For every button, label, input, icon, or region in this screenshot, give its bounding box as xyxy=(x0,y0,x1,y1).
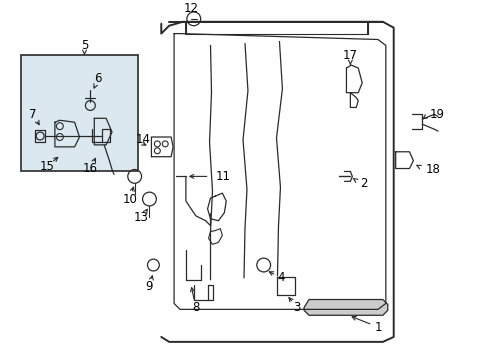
Text: 12: 12 xyxy=(183,3,198,15)
Text: 9: 9 xyxy=(145,280,153,293)
Text: 5: 5 xyxy=(81,39,88,52)
Text: 13: 13 xyxy=(134,211,149,224)
Text: 17: 17 xyxy=(342,49,357,62)
Text: 3: 3 xyxy=(293,301,300,314)
Polygon shape xyxy=(304,300,387,315)
Text: 19: 19 xyxy=(428,108,443,121)
Text: 14: 14 xyxy=(135,134,150,147)
Text: 8: 8 xyxy=(192,301,199,314)
Text: 2: 2 xyxy=(360,177,367,190)
Text: 10: 10 xyxy=(122,193,137,206)
Text: 6: 6 xyxy=(94,72,102,85)
Text: 11: 11 xyxy=(215,170,230,183)
Text: 18: 18 xyxy=(425,163,439,176)
Text: 4: 4 xyxy=(277,271,285,284)
Text: 7: 7 xyxy=(29,108,37,121)
Text: 16: 16 xyxy=(82,162,98,175)
Bar xyxy=(21,55,137,171)
Text: 1: 1 xyxy=(373,321,381,334)
Text: 15: 15 xyxy=(40,160,54,173)
